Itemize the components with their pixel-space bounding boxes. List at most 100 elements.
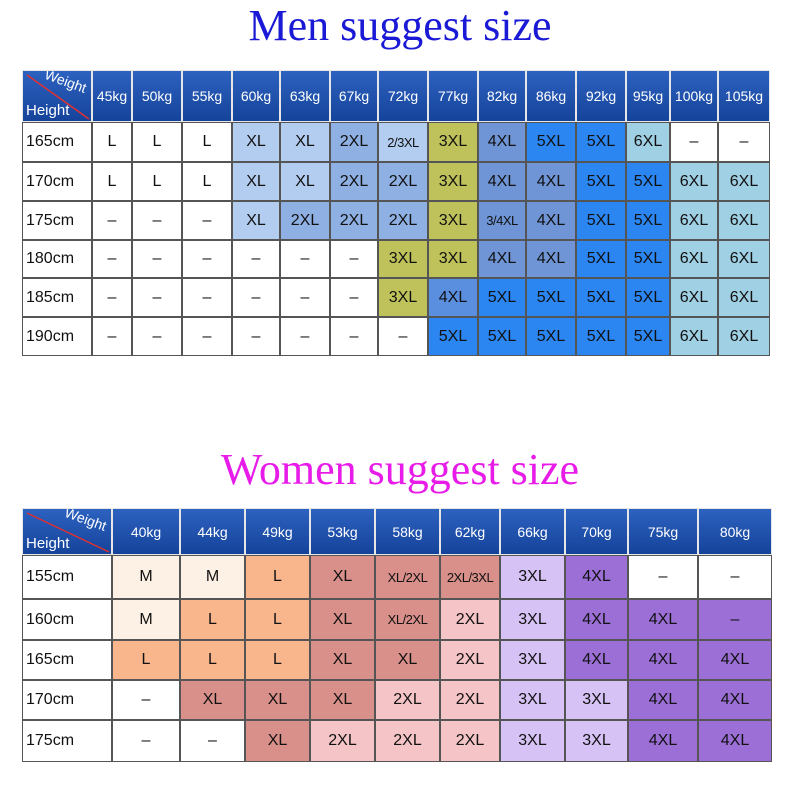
size-cell: – bbox=[132, 317, 182, 356]
size-cell: 4XL bbox=[478, 162, 526, 201]
corner-diagonal bbox=[26, 512, 110, 553]
size-cell: 2XL bbox=[440, 720, 500, 762]
size-cell: 5XL bbox=[478, 278, 526, 317]
size-cell: 4XL bbox=[628, 720, 698, 762]
size-cell: 6XL bbox=[670, 162, 718, 201]
size-cell: XL bbox=[245, 720, 310, 762]
size-cell: 5XL bbox=[526, 122, 576, 162]
weight-header: 45kg bbox=[92, 70, 132, 122]
size-cell: – bbox=[698, 599, 772, 640]
size-cell: 5XL bbox=[626, 240, 670, 278]
weight-header: 105kg bbox=[718, 70, 770, 122]
size-cell: 5XL bbox=[626, 162, 670, 201]
size-cell: 2XL bbox=[440, 640, 500, 680]
size-cell: 3XL bbox=[500, 680, 565, 720]
size-cell: 3/4XL bbox=[478, 201, 526, 240]
size-cell: – bbox=[628, 555, 698, 599]
weight-header: 100kg bbox=[670, 70, 718, 122]
size-cell: M bbox=[112, 599, 180, 640]
size-cell: XL bbox=[310, 680, 375, 720]
height-cell: 190cm bbox=[22, 317, 92, 356]
height-cell: 180cm bbox=[22, 240, 92, 278]
size-cell: 2XL bbox=[378, 162, 428, 201]
corner-diagonal bbox=[26, 74, 90, 120]
weight-header: 72kg bbox=[378, 70, 428, 122]
size-cell: 6XL bbox=[718, 317, 770, 356]
weight-header: 60kg bbox=[232, 70, 280, 122]
size-cell: – bbox=[132, 240, 182, 278]
size-cell: – bbox=[92, 201, 132, 240]
corner-cell: Weight Height bbox=[22, 508, 112, 555]
size-cell: – bbox=[280, 278, 330, 317]
size-cell: 6XL bbox=[718, 162, 770, 201]
men-title: Men suggest size bbox=[248, 1, 552, 50]
size-cell: XL bbox=[232, 122, 280, 162]
size-cell: 5XL bbox=[626, 317, 670, 356]
size-cell: – bbox=[330, 240, 378, 278]
size-cell: XL/2XL bbox=[375, 599, 440, 640]
weight-header: 49kg bbox=[245, 508, 310, 555]
size-cell: 4XL bbox=[565, 599, 628, 640]
height-cell: 165cm bbox=[22, 122, 92, 162]
size-cell: – bbox=[330, 278, 378, 317]
size-cell: XL bbox=[310, 555, 375, 599]
weight-header: 92kg bbox=[576, 70, 626, 122]
size-cell: 2XL bbox=[330, 122, 378, 162]
size-cell: L bbox=[132, 162, 182, 201]
size-cell: 3XL bbox=[500, 555, 565, 599]
size-cell: M bbox=[112, 555, 180, 599]
corner-cell: Weight Height bbox=[22, 70, 92, 122]
size-cell: 6XL bbox=[670, 201, 718, 240]
size-cell: 5XL bbox=[428, 317, 478, 356]
size-cell: XL bbox=[375, 640, 440, 680]
size-cell: 5XL bbox=[576, 162, 626, 201]
size-cell: – bbox=[232, 278, 280, 317]
diagonal-line bbox=[26, 512, 110, 553]
size-cell: 4XL bbox=[478, 240, 526, 278]
size-cell: 2XL bbox=[440, 599, 500, 640]
height-cell: 170cm bbox=[22, 162, 92, 201]
size-cell: 4XL bbox=[565, 555, 628, 599]
size-cell: – bbox=[92, 278, 132, 317]
weight-header: 86kg bbox=[526, 70, 576, 122]
size-cell: 4XL bbox=[526, 240, 576, 278]
size-cell: 4XL bbox=[628, 640, 698, 680]
size-cell: XL/2XL bbox=[375, 555, 440, 599]
size-cell: 3XL bbox=[500, 599, 565, 640]
weight-header: 66kg bbox=[500, 508, 565, 555]
weight-header: 82kg bbox=[478, 70, 526, 122]
size-cell: XL bbox=[180, 680, 245, 720]
size-cell: 3XL bbox=[378, 278, 428, 317]
size-cell: L bbox=[92, 162, 132, 201]
women-title: Women suggest size bbox=[220, 445, 580, 494]
size-cell: L bbox=[92, 122, 132, 162]
size-cell: XL bbox=[232, 201, 280, 240]
size-cell: L bbox=[132, 122, 182, 162]
size-cell: – bbox=[378, 317, 428, 356]
size-cell: L bbox=[245, 640, 310, 680]
size-cell: XL bbox=[245, 680, 310, 720]
weight-header: 70kg bbox=[565, 508, 628, 555]
size-cell: XL bbox=[310, 640, 375, 680]
size-cell: L bbox=[245, 555, 310, 599]
weight-header: 62kg bbox=[440, 508, 500, 555]
size-cell: 2XL bbox=[375, 680, 440, 720]
size-cell: 3XL bbox=[565, 680, 628, 720]
size-cell: – bbox=[718, 122, 770, 162]
size-cell: XL bbox=[280, 122, 330, 162]
size-cell: 2XL bbox=[378, 201, 428, 240]
size-cell: 5XL bbox=[576, 317, 626, 356]
size-cell: – bbox=[182, 278, 232, 317]
size-cell: 3XL bbox=[565, 720, 628, 762]
size-cell: 4XL bbox=[628, 599, 698, 640]
size-cell: 4XL bbox=[428, 278, 478, 317]
size-cell: L bbox=[245, 599, 310, 640]
size-cell: 5XL bbox=[576, 278, 626, 317]
size-cell: – bbox=[182, 240, 232, 278]
size-cell: 5XL bbox=[626, 278, 670, 317]
weight-header: 95kg bbox=[626, 70, 670, 122]
size-cell: 4XL bbox=[565, 640, 628, 680]
weight-header: 75kg bbox=[628, 508, 698, 555]
size-cell: 3XL bbox=[428, 240, 478, 278]
